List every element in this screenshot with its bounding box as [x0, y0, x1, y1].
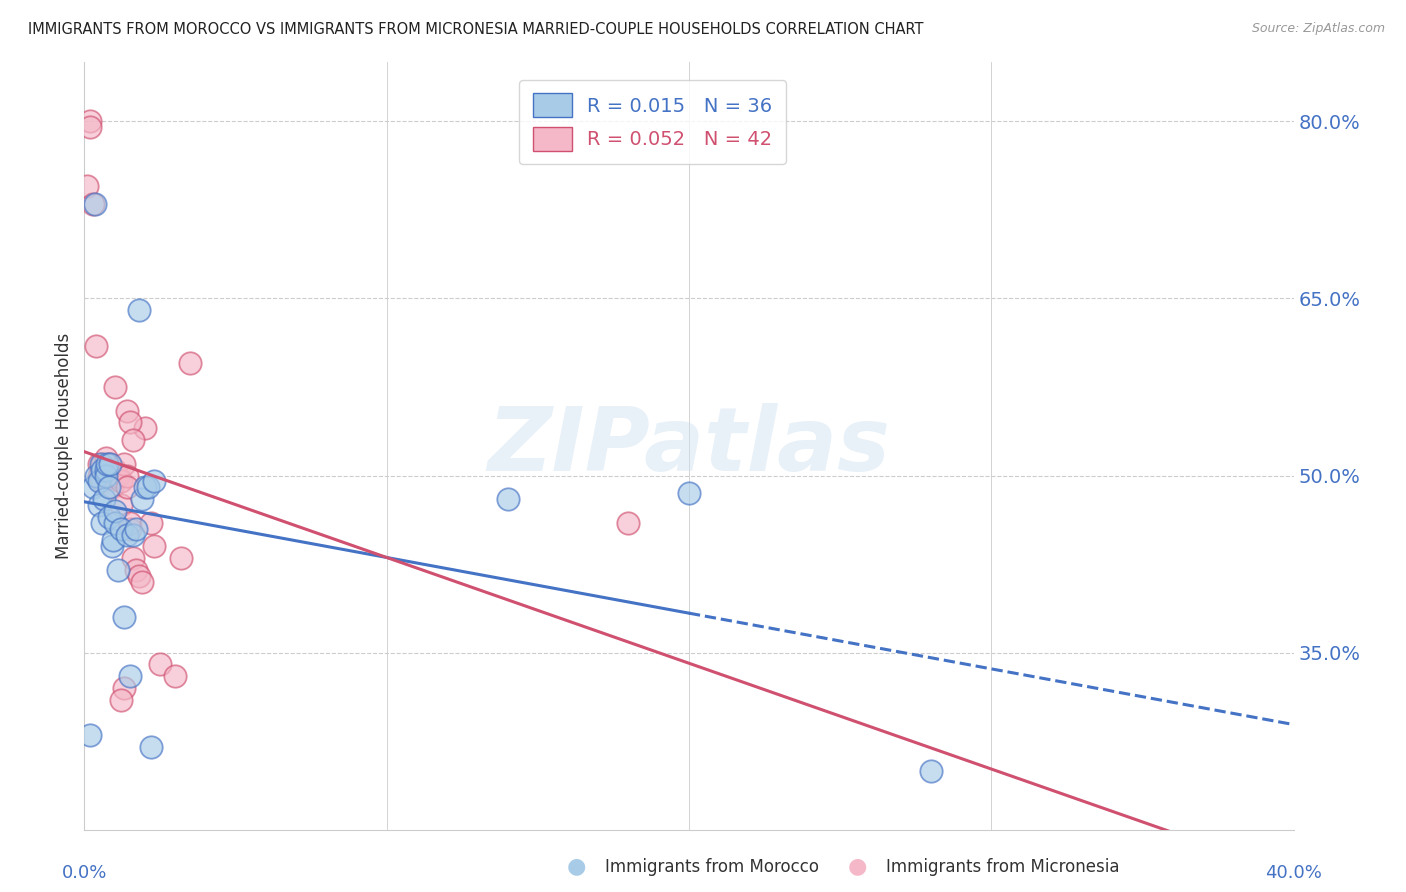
Point: [96, 457, 118, 471]
Point: [131, 492, 153, 507]
Text: 0.0%: 0.0%: [62, 864, 107, 882]
Point: [115, 527, 138, 541]
Point: [125, 563, 148, 577]
Point: [107, 468, 129, 483]
Point: [79, 114, 101, 128]
Legend: R = 0.015   N = 36, R = 0.052   N = 42: R = 0.015 N = 36, R = 0.052 N = 42: [519, 79, 786, 164]
Point: [121, 527, 143, 541]
Text: ●: ●: [567, 856, 586, 876]
Point: [115, 480, 138, 494]
Point: [91, 462, 114, 476]
Point: [121, 433, 143, 447]
Point: [115, 468, 138, 483]
Point: [118, 669, 141, 683]
Point: [118, 516, 141, 530]
Point: [139, 516, 162, 530]
Point: [104, 468, 127, 483]
Point: [91, 457, 114, 471]
Text: Source: ZipAtlas.com: Source: ZipAtlas.com: [1251, 22, 1385, 36]
Point: [94, 468, 117, 483]
Point: [149, 657, 172, 672]
Point: [76, 179, 98, 194]
Point: [125, 522, 148, 536]
Point: [91, 516, 114, 530]
Point: [94, 450, 117, 465]
Point: [170, 551, 193, 566]
Point: [139, 739, 162, 754]
Point: [112, 610, 135, 624]
Y-axis label: Married-couple Households: Married-couple Households: [55, 333, 73, 559]
Point: [110, 475, 132, 489]
Text: ●: ●: [848, 856, 868, 876]
Point: [97, 480, 120, 494]
Point: [107, 563, 129, 577]
Point: [79, 120, 101, 135]
Point: [82, 197, 104, 211]
Point: [678, 486, 700, 500]
Point: [128, 569, 150, 583]
Point: [89, 468, 111, 483]
Point: [110, 522, 132, 536]
Point: [179, 356, 201, 370]
Point: [104, 380, 127, 394]
Point: [104, 462, 127, 476]
Point: [90, 457, 112, 471]
Point: [110, 692, 132, 706]
Point: [94, 462, 117, 476]
Point: [89, 475, 111, 489]
Point: [98, 457, 121, 471]
Point: [79, 728, 101, 742]
Point: [86, 339, 108, 353]
Point: [134, 480, 156, 494]
Point: [496, 492, 519, 507]
Point: [115, 403, 138, 417]
Point: [100, 480, 122, 494]
Point: [100, 539, 122, 553]
Point: [104, 504, 127, 518]
Point: [118, 416, 141, 430]
Text: Immigrants from Micronesia: Immigrants from Micronesia: [886, 858, 1119, 876]
Point: [136, 480, 159, 494]
Point: [617, 516, 640, 530]
Point: [86, 468, 108, 483]
Text: Immigrants from Morocco: Immigrants from Morocco: [605, 858, 818, 876]
Point: [89, 498, 111, 512]
Point: [165, 669, 187, 683]
Point: [112, 457, 135, 471]
Point: [97, 457, 120, 471]
Point: [97, 509, 120, 524]
Point: [89, 457, 111, 471]
Text: ZIPatlas: ZIPatlas: [488, 402, 890, 490]
Text: IMMIGRANTS FROM MOROCCO VS IMMIGRANTS FROM MICRONESIA MARRIED-COUPLE HOUSEHOLDS : IMMIGRANTS FROM MOROCCO VS IMMIGRANTS FR…: [28, 22, 924, 37]
Point: [82, 480, 104, 494]
Point: [104, 516, 127, 530]
Point: [134, 421, 156, 435]
Point: [118, 522, 141, 536]
Point: [84, 197, 107, 211]
Point: [142, 539, 165, 553]
Point: [101, 533, 124, 548]
Point: [920, 764, 942, 778]
Point: [97, 468, 120, 483]
Point: [94, 468, 117, 483]
Point: [110, 498, 132, 512]
Point: [142, 475, 165, 489]
Text: 40.0%: 40.0%: [1265, 864, 1322, 882]
Point: [93, 492, 115, 507]
Point: [91, 475, 114, 489]
Point: [131, 574, 153, 589]
Point: [112, 681, 135, 695]
Point: [121, 551, 143, 566]
Point: [128, 303, 150, 318]
